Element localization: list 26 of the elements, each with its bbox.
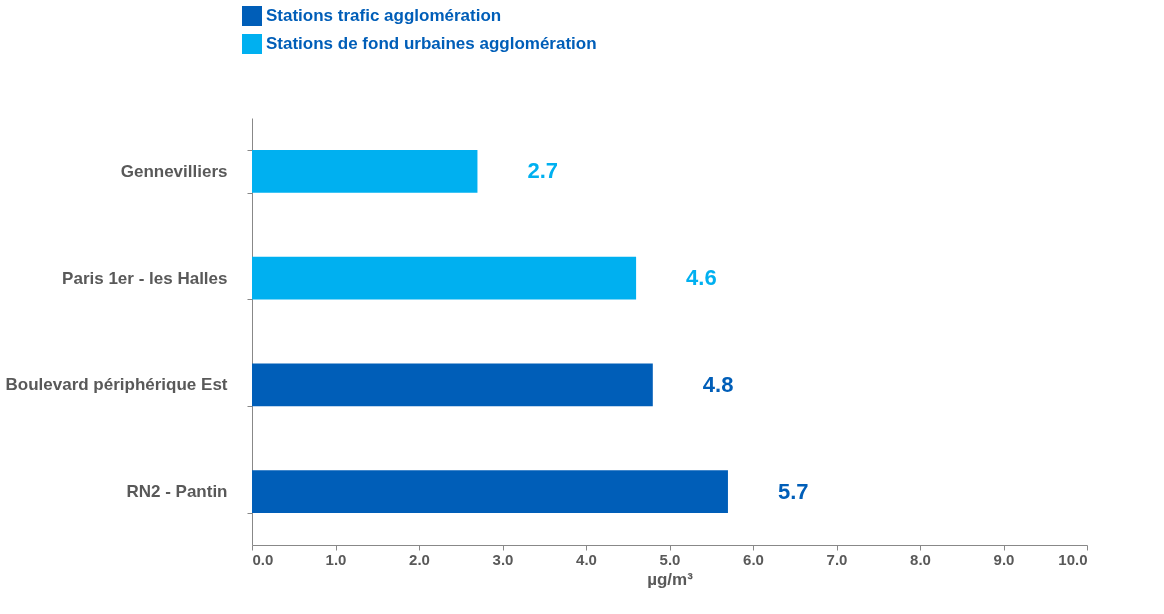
y-tick-label: Paris 1er - les Halles: [62, 268, 228, 288]
x-tick-label: 3.0: [492, 550, 514, 568]
legend-label: Stations trafic agglomération: [266, 6, 502, 25]
bar: [252, 256, 637, 300]
bar: [252, 150, 478, 193]
x-tick-label: 9.0: [993, 550, 1015, 568]
bar: [252, 363, 653, 407]
x-tick-label: 6.0: [743, 550, 764, 568]
x-tick-label: 10.0: [1058, 550, 1088, 568]
x-tick-label: 4.0: [576, 550, 597, 568]
x-tick-label: 1.0: [325, 550, 347, 568]
y-tick-label: RN2 - Pantin: [126, 482, 228, 502]
bar: [252, 470, 728, 513]
x-tick-label: 0.0: [252, 550, 274, 568]
data-label: 4.8: [702, 371, 734, 397]
y-tick-label: Gennevilliers: [120, 161, 228, 181]
data-label: 4.6: [686, 265, 717, 291]
x-tick-label: 8.0: [910, 550, 931, 568]
data-label: 5.7: [777, 478, 809, 504]
y-tick-label: Boulevard périphérique Est: [5, 375, 228, 395]
x-axis-title: µg/m³: [647, 569, 694, 589]
x-tick-label: 2.0: [409, 550, 430, 568]
x-tick-label: 5.0: [659, 550, 681, 568]
x-tick-label: 7.0: [826, 550, 848, 568]
data-label: 2.7: [527, 158, 559, 184]
legend-label: Stations de fond urbaines agglomération: [266, 34, 597, 53]
